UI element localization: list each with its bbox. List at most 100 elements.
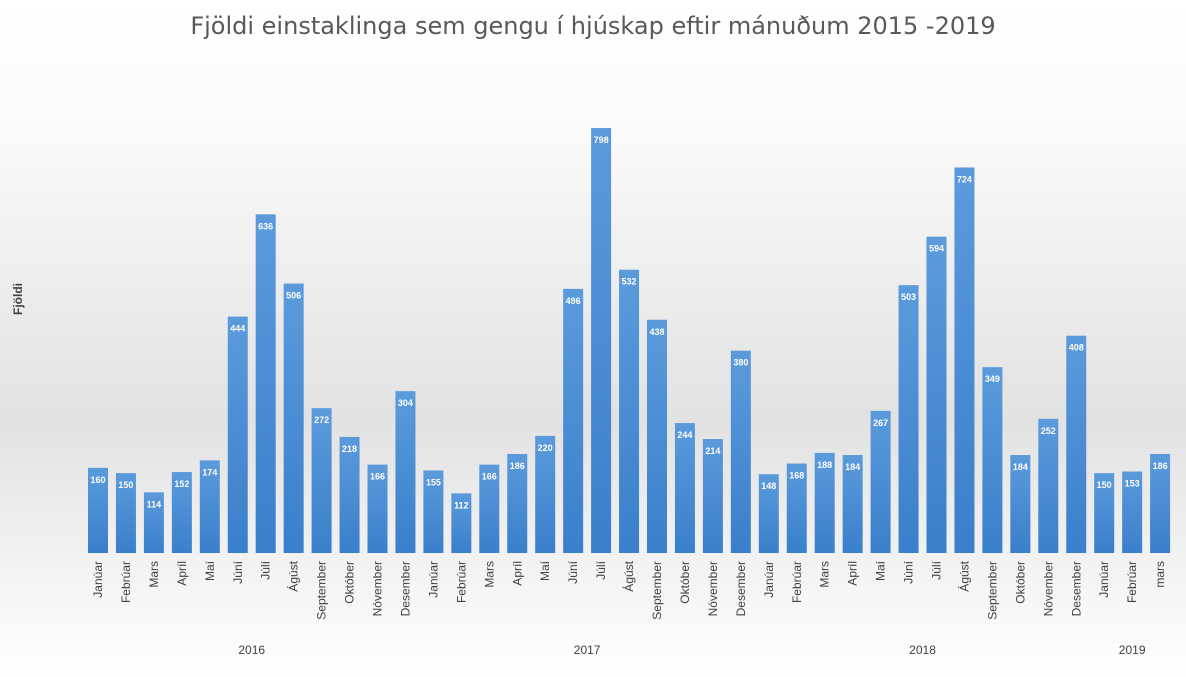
x-tick-label: Nóvember — [706, 561, 720, 616]
x-tick-label: September — [315, 561, 329, 620]
x-tick-label: Ágúst — [621, 560, 636, 591]
x-tick-label: Ágúst — [956, 560, 971, 591]
data-label: 186 — [510, 461, 525, 471]
bar — [227, 316, 248, 553]
data-label: 594 — [929, 244, 944, 254]
bar — [311, 408, 332, 553]
x-tick-label: Janúar — [91, 561, 105, 598]
x-tick-label: Október — [1013, 561, 1027, 604]
bar — [507, 453, 528, 553]
data-label: 166 — [482, 472, 497, 482]
bar — [451, 493, 472, 553]
x-tick-label: Maí — [874, 560, 888, 581]
bar — [171, 472, 192, 553]
x-tick-label: Janúar — [762, 561, 776, 598]
x-tick-label: Apríl — [510, 561, 524, 586]
data-label: 496 — [566, 296, 581, 306]
x-tick-label: Desember — [1069, 561, 1083, 616]
data-label: 150 — [1097, 480, 1112, 490]
bar — [1150, 453, 1171, 553]
x-tick-label: September — [650, 561, 664, 620]
x-tick-label: Apríl — [846, 561, 860, 586]
data-label: 349 — [985, 374, 1000, 384]
data-label: 186 — [1153, 461, 1168, 471]
bar — [674, 423, 695, 553]
bar — [88, 467, 108, 553]
year-labels-layer: 2016 2017 2018 2019 — [238, 643, 1145, 657]
value-labels-layer: 160 150 114 152 174 444 636 506 272 218 166 304 155 1… — [90, 135, 1167, 510]
bar — [255, 214, 276, 553]
bar — [647, 319, 667, 553]
data-label: 155 — [426, 477, 441, 487]
bar — [842, 455, 863, 553]
bar — [758, 474, 779, 553]
data-label: 218 — [342, 444, 357, 454]
bar — [591, 128, 612, 553]
x-tick-label: Júní — [566, 560, 580, 583]
data-label: 798 — [594, 135, 609, 145]
data-label: 184 — [845, 462, 860, 472]
data-label: 267 — [873, 418, 888, 428]
x-tick-label: Janúar — [426, 561, 440, 598]
x-tick-label: September — [985, 561, 999, 620]
x-tick-label: Júlí — [930, 560, 944, 579]
bar — [423, 470, 444, 553]
x-tick-label: Júlí — [594, 560, 608, 579]
x-tick-label: Febrúar — [454, 561, 468, 603]
x-tick-label: Apríl — [175, 561, 189, 586]
x-tick-label: Mars — [482, 561, 496, 588]
data-label: 506 — [286, 291, 301, 301]
bar — [1010, 455, 1031, 553]
data-label: 150 — [118, 480, 133, 490]
data-label: 304 — [398, 398, 413, 408]
bar — [898, 285, 919, 553]
chart-title: Fjöldi einstaklinga sem gengu í hjúskap … — [190, 12, 996, 40]
data-label: 408 — [1069, 343, 1084, 353]
x-tick-label: mars — [1153, 561, 1167, 588]
bar — [1038, 418, 1059, 553]
bar — [1122, 471, 1143, 553]
data-label: 112 — [454, 500, 469, 510]
data-label: 503 — [901, 292, 916, 302]
x-tick-label: Ágúst — [286, 560, 301, 591]
bar — [479, 464, 500, 553]
year-group-label: 2016 — [238, 643, 265, 657]
bar — [870, 410, 891, 553]
year-group-label: 2017 — [574, 643, 601, 657]
data-label: 166 — [370, 472, 385, 482]
bar — [563, 288, 584, 553]
data-label: 160 — [90, 475, 105, 485]
category-labels-layer: Janúar Febrúar Mars Apríl Maí Júní Júlí Ágúst Se… — [91, 560, 1167, 619]
x-tick-label: Október — [678, 561, 692, 604]
bar — [115, 473, 136, 553]
x-tick-label: Maí — [203, 560, 217, 581]
data-label: 532 — [622, 277, 637, 287]
data-label: 184 — [1013, 462, 1028, 472]
data-label: 272 — [314, 415, 329, 425]
bar — [535, 435, 556, 553]
x-tick-label: Mars — [818, 561, 832, 588]
data-label: 188 — [817, 460, 832, 470]
x-tick-label: Desember — [734, 561, 748, 616]
x-tick-label: Júní — [231, 560, 245, 583]
bar — [395, 391, 416, 553]
data-label: 636 — [258, 221, 273, 231]
data-label: 114 — [147, 499, 162, 509]
bar — [283, 283, 304, 553]
x-tick-label: Júlí — [259, 560, 273, 579]
x-tick-label: Nóvember — [1041, 561, 1055, 616]
bar — [1094, 473, 1115, 553]
x-tick-label: Febrúar — [1125, 561, 1139, 603]
bar — [786, 463, 807, 553]
x-tick-label: Október — [343, 561, 357, 604]
x-tick-label: Mars — [147, 561, 161, 588]
bar — [199, 460, 220, 553]
data-label: 174 — [202, 467, 217, 477]
bar — [702, 439, 723, 553]
data-label: 252 — [1041, 426, 1056, 436]
x-tick-label: Nóvember — [371, 561, 385, 616]
data-label: 220 — [538, 443, 553, 453]
data-label: 153 — [1125, 479, 1140, 489]
data-label: 444 — [230, 324, 245, 334]
